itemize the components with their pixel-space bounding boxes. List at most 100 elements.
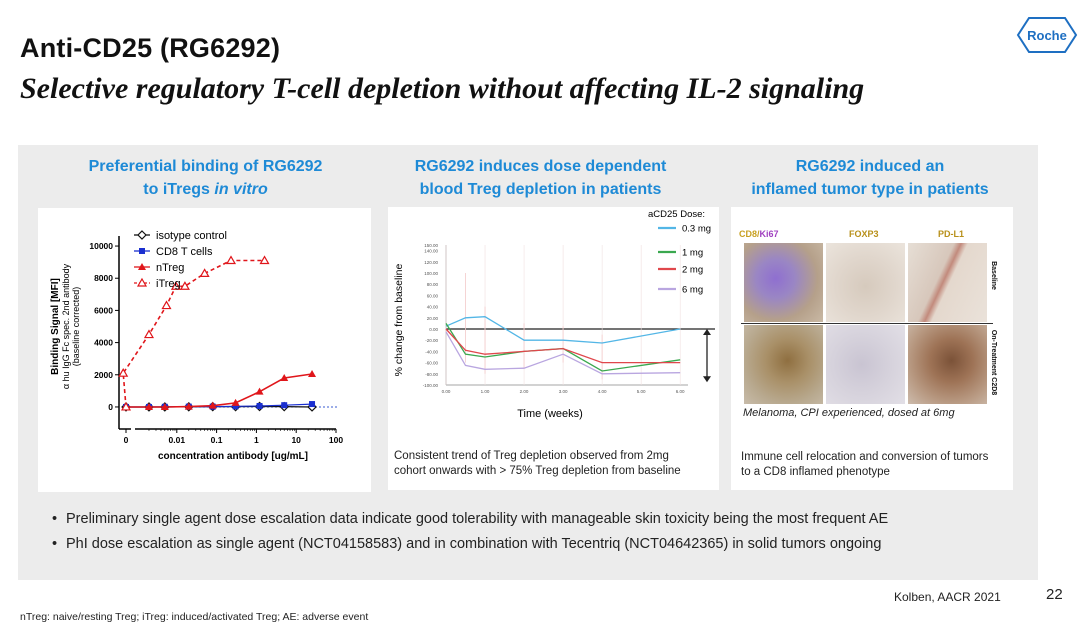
y-tick-label: -60.00 (425, 361, 438, 366)
y-tick-label: 80.00 (427, 282, 439, 287)
x-tick-label: 4.00 (598, 389, 607, 394)
data-point-ntreg (160, 402, 169, 410)
y-axis-label: (baseline corrected) (71, 287, 81, 367)
page-number: 22 (1046, 586, 1063, 603)
x-tick-label: 0 (124, 435, 129, 445)
data-point-itreg (118, 367, 129, 377)
pathology-card: CD8/Ki67 FOXP3 PD-L1 Baseline On-Treatme… (731, 207, 1013, 490)
ihc-header-cd8: CD8/ (739, 229, 760, 239)
y-tick-label: 0 (108, 402, 113, 412)
row-label-baseline-wrap: Baseline (990, 247, 1009, 307)
y-tick-label: 10000 (89, 241, 113, 251)
column-title-depletion: RG6292 induces dose dependent blood Treg… (378, 155, 703, 201)
x-tick-label: 0.00 (442, 389, 451, 394)
y-tick-label: 40.00 (427, 305, 439, 310)
column-title-line: RG6292 induced an (795, 158, 945, 175)
data-point-itreg (179, 281, 190, 290)
image-row-divider (741, 323, 993, 324)
ihc-image-treatment-cd8 (744, 325, 823, 404)
ihc-header-pdl1: PD-L1 (938, 229, 965, 239)
row-label-treatment: On-Treatment C2D8 (990, 329, 998, 396)
ihc-image-treatment-pdl1 (908, 325, 987, 404)
logo-text: Roche (1027, 28, 1067, 43)
data-point-ntreg (144, 402, 153, 410)
data-point-itreg (199, 268, 210, 278)
depletion-caption: Consistent trend of Treg depletion obser… (394, 449, 681, 479)
y-tick-label: 4000 (94, 338, 113, 348)
y-tick-label: -40.00 (425, 349, 438, 354)
data-point-ntreg (231, 398, 240, 406)
x-tick-label: 10 (291, 435, 301, 445)
bullet-item: • Preliminary single agent dose escalatio… (52, 507, 888, 532)
x-tick-label: 1.00 (481, 389, 490, 394)
legend-title: aCD25 Dose: (648, 209, 705, 220)
data-point-ntreg (255, 387, 264, 395)
ihc-header-foxp3: FOXP3 (849, 229, 879, 239)
series-line-6-mg (445, 331, 681, 375)
series-line-0.3-mg (445, 316, 681, 344)
data-point-itreg (170, 281, 181, 290)
y-tick-label: 120.00 (424, 260, 438, 265)
data-point-itreg (120, 401, 132, 411)
data-point-cd8-t-cells (256, 402, 263, 409)
data-point-cd8-t-cells (232, 403, 239, 410)
column-title-line: blood Treg depletion in patients (419, 181, 662, 198)
legend-marker (138, 263, 146, 270)
ihc-header-cd8ki67: CD8/Ki67 (739, 229, 779, 239)
y-axis-label: α hu IgG Fc spec. 2nd antibody (61, 263, 71, 389)
pathology-caption: Melanoma, CPI experienced, dosed at 6mg (743, 407, 955, 419)
ihc-image-baseline-foxp3 (826, 243, 905, 322)
column-title-line: inflamed tumor type in patients (751, 181, 989, 198)
caption-line: Immune cell relocation and conversion of… (741, 451, 989, 463)
bullet-text: Preliminary single agent dose escalation… (66, 511, 889, 527)
depletion-chart-card: 150.00 140.00 120.00 100.00 80.00 60.00 40.00 2… (388, 207, 719, 490)
legend-label: iTreg (156, 278, 181, 290)
y-tick-label: -80.00 (425, 372, 438, 377)
series-line-2-mg (445, 328, 681, 364)
column-title-italic: in vitro (214, 181, 268, 198)
data-point-itreg (143, 329, 155, 339)
x-axis-label: concentration antibody [ug/mL] (158, 451, 308, 462)
legend-marker (137, 230, 147, 240)
y-tick-label: 150.00 (424, 243, 438, 248)
y-tick-label: 140.00 (424, 249, 438, 254)
column-title-tumor: RG6292 induced an inflamed tumor type in… (720, 155, 1020, 201)
arrow-head-up (703, 329, 711, 335)
bullet-text: PhI dose escalation as single agent (NCT… (66, 536, 882, 552)
tumor-caption: Immune cell relocation and conversion of… (741, 450, 988, 480)
x-axis-label: Time (weeks) (517, 408, 583, 420)
data-point-itreg (225, 255, 237, 265)
legend-label: CD8 T cells (156, 246, 213, 258)
slide-subtitle: Selective regulatory T-cell depletion wi… (20, 72, 865, 105)
footnote: nTreg: naive/resting Treg; iTreg: induce… (20, 611, 369, 623)
x-tick-label: 0.01 (169, 435, 186, 445)
legend-label: 2 mg (682, 265, 703, 276)
legend-label: isotype control (156, 230, 227, 242)
data-point-ntreg (280, 373, 289, 381)
ihc-image-baseline-cd8 (744, 243, 823, 322)
binding-chart-card: 0 2000 4000 6000 8000 10000 0 0.01 0.1 1 10 100 conc… (38, 208, 371, 492)
ihc-header-ki67: Ki67 (759, 229, 779, 239)
column-title-text: to iTregs (143, 181, 215, 198)
bullet-list: • Preliminary single agent dose escalatio… (52, 507, 888, 557)
row-label-baseline: Baseline (989, 261, 997, 290)
y-axis-label: % change from baseline (393, 264, 405, 377)
legend-label: 1 mg (682, 248, 703, 259)
legend-marker (139, 248, 145, 254)
data-point-ntreg (308, 369, 317, 377)
data-point-itreg (259, 255, 270, 265)
y-tick-label: 20.00 (427, 316, 439, 321)
data-point-ntreg (184, 402, 193, 410)
y-tick-label: 100.00 (424, 271, 438, 276)
legend-marker (136, 277, 148, 287)
data-point-cd8-t-cells (281, 402, 288, 409)
data-point-itreg (161, 300, 172, 310)
roche-logo: Roche (1016, 17, 1078, 53)
x-tick-label: 1 (254, 435, 259, 445)
x-tick-label: 6.00 (676, 389, 685, 394)
x-tick-label: 3.00 (559, 389, 568, 394)
legend-label: 0.3 mg (682, 224, 711, 235)
column-title-line: to iTregs in vitro (38, 178, 373, 201)
arrow-head-down (703, 376, 711, 383)
